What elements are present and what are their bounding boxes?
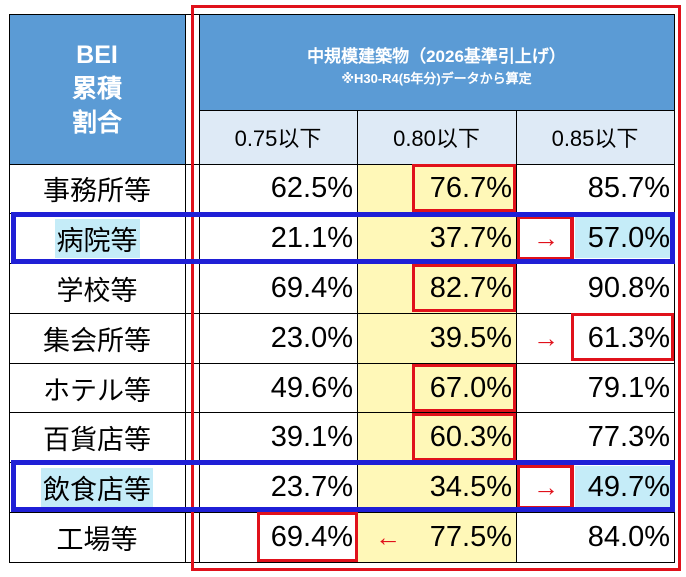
- row-label-text: 病院等: [54, 219, 140, 258]
- bei-header: BEI 累積 割合: [9, 14, 185, 164]
- value-text: 79.1%: [587, 371, 670, 404]
- row-label-text: 百貨店等: [43, 425, 151, 455]
- redbox-factory-075: [257, 512, 358, 562]
- column-header-080: 0.80以下: [357, 110, 516, 164]
- bei-header-line-3: 割合: [71, 109, 122, 137]
- column-header-085: 0.85以下: [516, 110, 674, 164]
- value-cell-v1: 69.4%: [199, 264, 357, 314]
- bluebox-restaurant-row: [11, 460, 675, 512]
- arrow-right-hospital: →: [533, 222, 559, 253]
- value-cell-v2: 39.5%: [357, 314, 516, 364]
- value-cell-v1: 69.4%: [199, 513, 357, 563]
- grid-line-top: [9, 14, 674, 15]
- arrow-right-restaurant: →: [533, 471, 559, 502]
- table-note: ※H30-R4(5年分)データから算定: [341, 71, 532, 86]
- value-text: 23.0%: [270, 322, 353, 354]
- row-label-text: 事務所等: [43, 176, 151, 206]
- grid-line-header-mid: [199, 110, 674, 111]
- value-text: 84.0%: [587, 521, 670, 553]
- value-text: 67.0%: [429, 371, 512, 404]
- table-title: 中規模建築物（2026基準引上げ）: [307, 47, 566, 66]
- grid-line-col-2: [516, 110, 517, 563]
- value-text: 61.3%: [587, 322, 670, 354]
- column-header-075: 0.75以下: [199, 110, 357, 164]
- row-label-text: 学校等: [56, 276, 138, 306]
- bei-header-line-1: BEI: [76, 41, 118, 69]
- data-block-red-frame: [191, 5, 681, 571]
- value-cell-v1: 49.6%: [199, 364, 357, 413]
- redbox-school-080: [412, 264, 516, 312]
- row-label: 集会所等: [9, 314, 185, 364]
- row-label: 事務所等: [9, 164, 185, 214]
- value-text: 49.7%: [587, 471, 670, 503]
- table-title-header: 中規模建築物（2026基準引上げ） ※H30-R4(5年分)データから算定: [199, 14, 674, 110]
- value-cell-v3: 61.3%: [516, 314, 674, 364]
- row-label-text: ホテル等: [43, 375, 151, 406]
- row-label-text: 飲食店等: [41, 468, 153, 507]
- value-text: 76.7%: [429, 172, 512, 204]
- row-label-text: 工場等: [56, 525, 138, 555]
- grid-line-header-bottom: [9, 164, 674, 165]
- grid-line-col-1: [357, 110, 358, 563]
- value-cell-v1: 23.0%: [199, 314, 357, 364]
- row-label: 飲食店等: [9, 463, 185, 513]
- row-label: 学校等: [9, 264, 185, 314]
- value-text: 69.4%: [270, 521, 353, 553]
- value-text: 77.5%: [429, 521, 512, 553]
- highlight-hospital-085: [575, 216, 671, 258]
- value-cell-v2: 77.5%: [357, 513, 516, 563]
- redbox-assembly-085: [571, 313, 674, 361]
- value-text: 85.7%: [587, 172, 670, 204]
- redbox-hotel-080: [412, 364, 516, 412]
- arrow-left-factory: ←: [375, 521, 401, 552]
- value-text: 34.5%: [429, 471, 512, 503]
- row-label: 工場等: [9, 513, 185, 563]
- value-text: 62.5%: [270, 172, 353, 204]
- bluebox-hospital-row: [11, 212, 675, 264]
- row-label: 百貨店等: [9, 413, 185, 463]
- value-cell-v3: 79.1%: [516, 364, 674, 413]
- grid-line-label-right: [185, 14, 186, 563]
- value-cell-v3: 84.0%: [516, 513, 674, 563]
- redbox-office-080: [412, 164, 516, 212]
- value-text: 49.6%: [270, 371, 353, 404]
- value-text: 37.7%: [429, 222, 512, 254]
- arrow-right-assembly: →: [533, 322, 559, 353]
- row-label: ホテル等: [9, 364, 185, 413]
- highlight-restaurant-085: [575, 466, 671, 508]
- value-text: 77.3%: [587, 421, 670, 453]
- value-cell-v2: 82.7%: [357, 264, 516, 314]
- value-text: 57.0%: [587, 222, 670, 254]
- redbox-hospital-arrow: [517, 216, 573, 260]
- bei-header-line-2: 累積: [71, 75, 122, 103]
- value-text: 23.7%: [270, 471, 353, 503]
- value-text: 60.3%: [429, 421, 512, 453]
- value-text: 69.4%: [270, 272, 353, 304]
- value-text: 39.1%: [270, 421, 353, 453]
- grid-line-data-left: [199, 14, 200, 563]
- value-cell-v3: 90.8%: [516, 264, 674, 314]
- value-cell-v3: 49.7%: [516, 463, 674, 513]
- grid-line-right: [674, 14, 675, 563]
- row-label-text: 集会所等: [43, 326, 151, 356]
- value-text: 39.5%: [429, 322, 512, 354]
- redbox-dept-080: [412, 413, 516, 461]
- value-text: 90.8%: [587, 272, 670, 304]
- grid-line-left: [9, 14, 10, 563]
- value-cell-v2: 34.5%: [357, 463, 516, 513]
- value-cell-v2: 67.0%: [357, 364, 516, 413]
- value-text: 21.1%: [270, 222, 353, 254]
- row-label: 病院等: [9, 214, 185, 264]
- value-text: 82.7%: [429, 272, 512, 304]
